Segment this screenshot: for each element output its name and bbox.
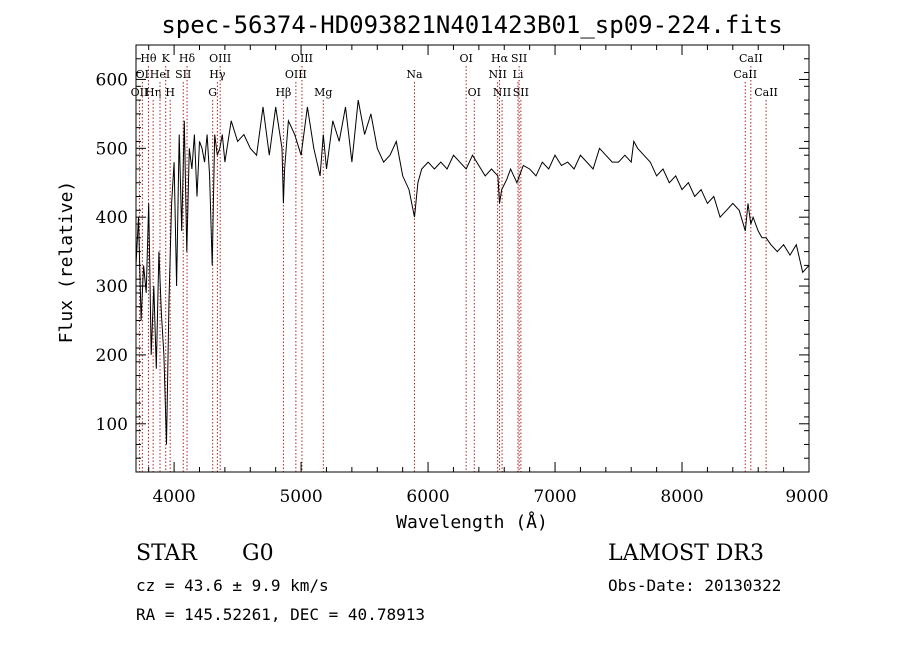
x-tick-label: 6000 <box>406 487 449 507</box>
x-tick-label: 7000 <box>533 487 576 507</box>
x-tick-label: 4000 <box>152 487 195 507</box>
survey-name: LAMOST DR3 <box>608 541 764 566</box>
spectral-line-label: SII <box>513 86 529 99</box>
flux-line <box>135 100 810 445</box>
spectral-line-label: NII <box>488 68 506 81</box>
coordinates: RA = 145.52261, DEC = 40.78913 <box>136 605 425 624</box>
spectral-line-label: SII <box>511 52 527 65</box>
spectral-line-label: H <box>165 86 175 99</box>
spectral-line-label: OIII <box>209 52 231 65</box>
spectral-line-label: CaII <box>733 68 757 81</box>
spectral-line-label: OI <box>468 86 481 99</box>
chart-title: spec-56374-HD093821N401423B01_sp09-224.f… <box>161 11 782 39</box>
spectral-line-label: OII <box>131 86 149 99</box>
y-tick-label: 300 <box>96 277 128 297</box>
spectral-line-label: Hβ <box>275 86 291 99</box>
spectral-line-label: Na <box>406 68 423 81</box>
plot-frame <box>135 44 810 473</box>
y-tick-label: 200 <box>96 346 128 366</box>
x-tick-label: 5000 <box>279 487 322 507</box>
spectral-line-label: OIII <box>285 68 307 81</box>
spectral-line-label: Hθ <box>140 52 157 65</box>
spectral-line-label: Li <box>513 68 524 81</box>
spectral-line-label: CaII <box>754 86 778 99</box>
spectral-line-label: Hα <box>491 52 509 65</box>
spectral-line-label: Mg <box>314 86 332 99</box>
spectral-line-label: OIII <box>291 52 313 65</box>
spectral-line-label: HeI <box>150 68 170 81</box>
flux-series <box>135 100 810 445</box>
x-tick-label: 9000 <box>785 487 828 507</box>
spectral-line-label: SII <box>175 68 191 81</box>
y-tick-label: 500 <box>96 139 128 159</box>
object-class: STAR <box>136 541 197 566</box>
y-axis: 100 200 300 400 500 600 <box>96 58 809 459</box>
spectral-line-label: G <box>208 86 217 99</box>
spectral-line-label: CaII <box>739 52 763 65</box>
y-tick-label: 600 <box>96 70 128 90</box>
y-tick-label: 100 <box>96 415 128 435</box>
y-axis-label: Flux (relative) <box>56 181 77 344</box>
object-subclass: G0 <box>242 541 274 566</box>
y-tick-label: 400 <box>96 208 128 228</box>
redshift-readout: cz = 43.6 ± 9.9 km/s <box>136 576 329 595</box>
x-axis-label: Wavelength (Å) <box>396 511 548 533</box>
obs-date: Obs-Date: 20130322 <box>608 576 782 595</box>
spectral-line-label: K <box>162 52 171 65</box>
x-tick-label: 8000 <box>660 487 703 507</box>
spectral-line-label: OI <box>136 68 149 81</box>
spectral-line-label: Hδ <box>179 52 196 65</box>
spectral-line-label: Hη <box>145 86 161 99</box>
spectral-line-label: OI <box>459 52 472 65</box>
spectral-line-label: Hγ <box>209 68 226 81</box>
spectral-line-label: NII <box>493 86 511 99</box>
x-axis: 4000 5000 6000 7000 8000 9000 <box>148 45 829 507</box>
